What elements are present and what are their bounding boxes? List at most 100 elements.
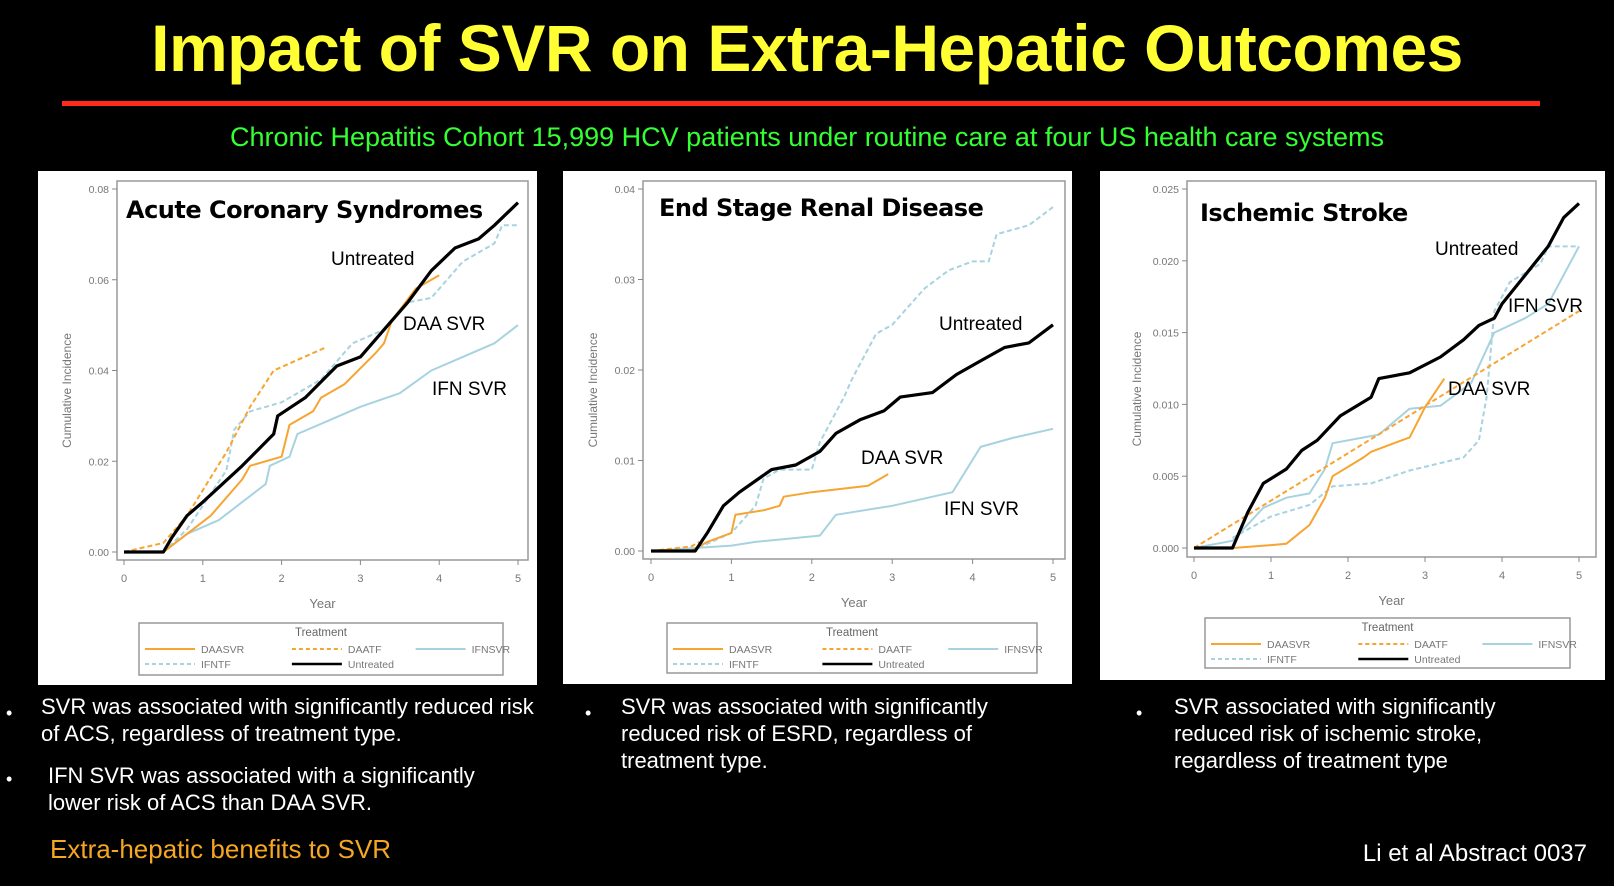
x-axis-label: Year <box>309 596 336 611</box>
annotation-ifn-svr: IFN SVR <box>432 379 507 400</box>
legend-label-ifnsvr: IFNSVR <box>472 644 511 656</box>
annotation-ifn-svr: IFN SVR <box>1508 296 1583 317</box>
x-tick-label: 5 <box>1050 572 1056 584</box>
y-tick-label: 0.020 <box>1153 256 1179 268</box>
series-line-ifnsvr <box>124 324 519 553</box>
series-line-untreated <box>1194 202 1581 550</box>
y-tick-label: 0.02 <box>615 365 636 377</box>
y-tick-label: 0.005 <box>1153 471 1179 483</box>
y-tick-label: 0.03 <box>615 275 636 287</box>
chart-title: Acute Coronary Syndromes <box>126 196 483 224</box>
bullet-esrd-1: SVR was associated with significantly re… <box>621 694 988 773</box>
legend-title: Treatment <box>826 627 879 639</box>
y-axis-label: Cumulative Incidence <box>60 333 74 448</box>
y-tick-label: 0.00 <box>615 546 636 558</box>
plot-frame <box>116 180 529 561</box>
chart-svg: 0.00 0.01 0.02 0.03 0.04 0 1 2 3 4 5 Year Cumulative… <box>586 180 1066 674</box>
y-tick-label: 0.000 <box>1153 543 1179 555</box>
legend-label-daasvr: DAASVR <box>1267 639 1311 651</box>
annotation-daa-svr: DAA SVR <box>861 448 943 469</box>
x-tick-label: 2 <box>809 572 815 584</box>
x-axis-label: Year <box>1378 593 1405 608</box>
chart-title: End Stage Renal Disease <box>659 194 984 222</box>
chart-panel-esrd: 0.00 0.01 0.02 0.03 0.04 0 1 2 3 4 5 Year Cumulative… <box>563 171 1072 684</box>
x-tick-label: 3 <box>889 572 895 584</box>
legend-label-ifnsvr: IFNSVR <box>1538 639 1577 651</box>
series-line-ifnsvr <box>650 427 1054 552</box>
legend-label-ifntf: IFNTF <box>201 659 231 671</box>
benefit-note: Extra-hepatic benefits to SVR <box>50 834 392 864</box>
x-tick-label: 5 <box>1576 570 1582 582</box>
chart-title: Ischemic Stroke <box>1200 199 1408 227</box>
series-line-untreated <box>651 323 1054 553</box>
legend-label-daasvr: DAASVR <box>201 644 245 656</box>
annotation-untreated: Untreated <box>939 314 1022 335</box>
annotation-daa-svr: DAA SVR <box>1448 379 1530 400</box>
y-tick-label: 0.06 <box>89 275 110 287</box>
x-tick-label: 3 <box>357 573 363 585</box>
y-axis-label: Cumulative Incidence <box>586 332 600 447</box>
series-line-daasvr <box>651 473 889 552</box>
citation: Li et al Abstract 0037 <box>1362 840 1587 867</box>
y-tick-label: 0.00 <box>89 547 110 559</box>
series-line-daatf <box>1193 310 1580 549</box>
x-tick-label: 4 <box>970 572 976 584</box>
series-line-daasvr <box>1194 378 1446 549</box>
x-axis-label: Year <box>841 595 868 610</box>
chart-svg: 0.00 0.02 0.04 0.06 0.08 0 1 2 3 4 5 Year Cumulative… <box>60 180 529 676</box>
x-tick-label: 1 <box>200 573 206 585</box>
y-axis-label: Cumulative Incidence <box>1130 331 1144 446</box>
x-tick-label: 4 <box>436 573 442 585</box>
x-tick-label: 3 <box>1422 570 1428 582</box>
series-line-ifntf <box>690 206 1054 552</box>
x-tick-label: 0 <box>648 572 654 584</box>
x-tick-label: 4 <box>1499 570 1505 582</box>
x-tick-label: 1 <box>1268 570 1274 582</box>
y-tick-label: 0.015 <box>1153 328 1179 340</box>
legend-label-untreated: Untreated <box>878 659 924 671</box>
legend-label-daatf: DAATF <box>348 644 382 656</box>
bullet-icon: • <box>585 703 592 723</box>
legend-label-daatf: DAATF <box>878 644 912 656</box>
legend-label-untreated: Untreated <box>1414 654 1460 666</box>
y-tick-label: 0.04 <box>615 184 636 196</box>
y-tick-label: 0.01 <box>615 456 636 468</box>
y-tick-label: 0.02 <box>89 456 110 468</box>
bullet-icon: • <box>6 769 13 789</box>
bullet-stroke-1: SVR associated with significantly reduce… <box>1174 694 1496 773</box>
legend-label-ifntf: IFNTF <box>1267 654 1297 666</box>
y-tick-label: 0.04 <box>89 366 110 378</box>
annotation-untreated: Untreated <box>331 249 414 270</box>
x-tick-label: 0 <box>121 573 127 585</box>
legend-title: Treatment <box>1362 622 1415 634</box>
bullet-icon: • <box>1136 703 1143 723</box>
x-tick-label: 5 <box>515 573 521 585</box>
series-line-daasvr <box>124 274 440 553</box>
series-line-daatf <box>650 541 700 552</box>
slide-title: Impact of SVR on Extra-Hepatic Outcomes <box>151 11 1463 85</box>
legend-label-daasvr: DAASVR <box>729 644 773 656</box>
series-line-ifntf <box>1232 245 1579 539</box>
chart-svg: 0.000 0.005 0.010 0.015 0.020 0.025 0 1 2 3 4 5 Year… <box>1130 180 1597 669</box>
x-tick-label: 2 <box>279 573 285 585</box>
y-tick-label: 0.08 <box>89 184 110 196</box>
legend-label-untreated: Untreated <box>348 659 394 671</box>
title-divider <box>62 101 1540 106</box>
legend-label-ifnsvr: IFNSVR <box>1004 644 1043 656</box>
x-tick-label: 1 <box>728 572 734 584</box>
bullet-acs-1: SVR was associated with significantly re… <box>41 694 534 746</box>
series-line-untreated <box>124 201 520 554</box>
bullet-acs-2: IFN SVR was associated with a significan… <box>48 763 475 815</box>
legend-label-ifntf: IFNTF <box>729 659 759 671</box>
annotation-daa-svr: DAA SVR <box>403 314 485 335</box>
y-tick-label: 0.010 <box>1153 399 1179 411</box>
bullet-icon: • <box>6 703 13 723</box>
x-tick-label: 2 <box>1345 570 1351 582</box>
chart-panel-acs: 0.00 0.02 0.04 0.06 0.08 0 1 2 3 4 5 Year Cumulative… <box>38 171 537 685</box>
series-line-daatf <box>123 346 326 553</box>
annotation-ifn-svr: IFN SVR <box>944 499 1019 520</box>
plot-frame <box>1186 180 1597 558</box>
slide-subtitle: Chronic Hepatitis Cohort 15,999 HCV pati… <box>229 122 1385 152</box>
x-tick-label: 0 <box>1191 570 1197 582</box>
annotation-untreated: Untreated <box>1435 239 1518 260</box>
